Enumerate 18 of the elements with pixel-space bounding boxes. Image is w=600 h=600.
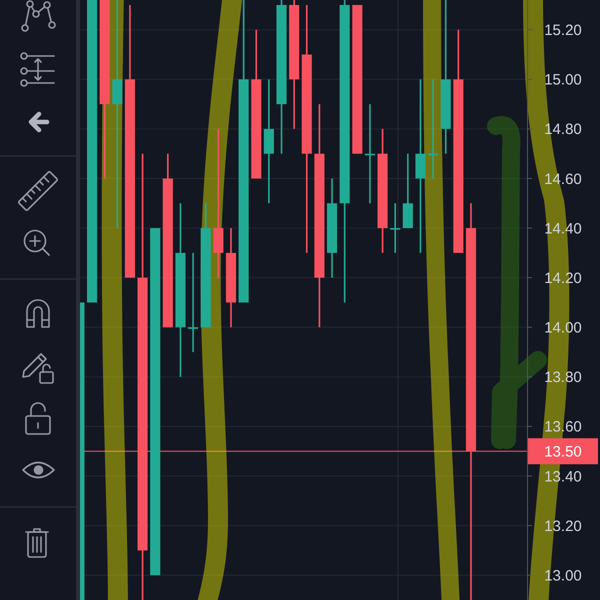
candlestick — [390, 202, 400, 254]
candlestick — [112, 0, 122, 229]
y-tick-label: 14.60 — [544, 170, 582, 188]
y-tick-label: 15.00 — [544, 72, 582, 89]
y-tick-label: 14.40 — [544, 220, 582, 238]
y-tick-label: 14.00 — [544, 320, 582, 337]
y-tick-label: 14.20 — [544, 270, 582, 287]
y-tick-label: 13.40 — [544, 468, 582, 486]
y-tick-label: 13.20 — [544, 518, 582, 535]
y-tick-label: 15.20 — [544, 22, 582, 39]
ref-line-label: 13.50 — [544, 443, 582, 460]
candlestick — [188, 252, 198, 353]
candlestick — [364, 103, 375, 204]
y-tick-label: 13.60 — [544, 418, 582, 436]
candlestick — [428, 78, 438, 180]
y-tick-label: 13.00 — [544, 567, 582, 584]
y-tick-label: 14.80 — [544, 121, 582, 138]
y-tick-label: 13.80 — [544, 369, 582, 386]
